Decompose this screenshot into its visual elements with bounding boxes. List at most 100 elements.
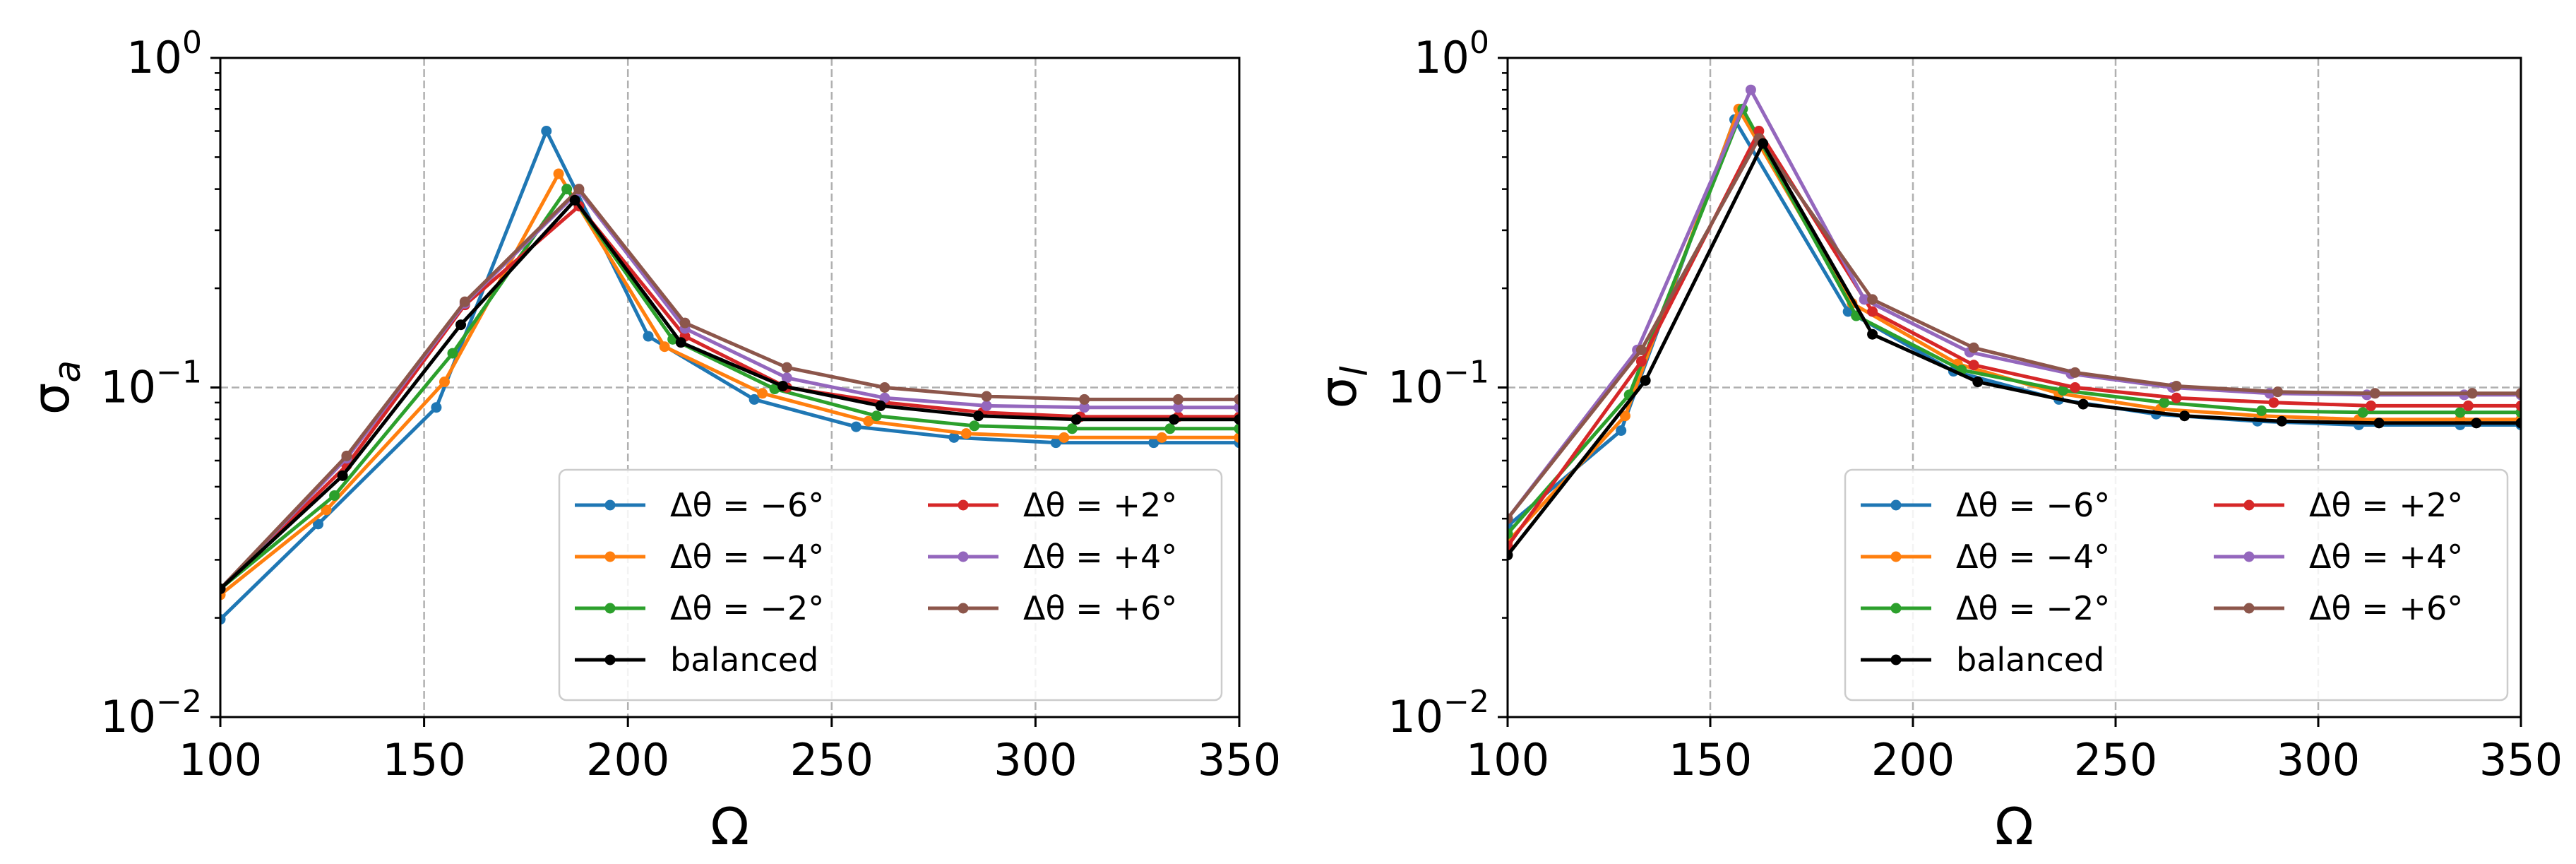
y-tick-label: 10−1 (100, 355, 202, 413)
legend-swatch-marker (1890, 603, 1902, 614)
legend-label: Δθ = −2° (670, 589, 824, 627)
y-axis-label-main: σ (21, 383, 80, 415)
series-group (1508, 84, 2521, 561)
data-point (2373, 418, 2385, 429)
data-point (659, 341, 670, 353)
data-point (431, 402, 442, 413)
legend-label: Δθ = +6° (1023, 589, 1177, 627)
y-axis-label-main: σ (1308, 377, 1368, 409)
data-point (1635, 344, 1647, 355)
data-point (2256, 405, 2267, 416)
data-point (329, 490, 340, 501)
data-point (871, 410, 882, 422)
data-point (2171, 392, 2182, 403)
data-point (1172, 393, 1183, 405)
data-point (1079, 402, 1090, 413)
data-point (1234, 414, 1239, 425)
data-point (2357, 407, 2368, 418)
data-point (2268, 397, 2279, 408)
data-point (439, 377, 450, 388)
data-point (1172, 402, 1183, 413)
data-point (1859, 294, 1870, 305)
data-point (1968, 360, 1979, 371)
x-tick-label: 250 (2074, 734, 2157, 786)
y-tick-base: 10 (100, 362, 156, 413)
x-axis-label: Ω (710, 797, 749, 856)
data-point (769, 384, 780, 395)
data-point (969, 420, 980, 432)
data-point (1635, 356, 1647, 367)
y-tick-base: 10 (126, 32, 182, 83)
data-point (948, 432, 960, 443)
y-tick-exponent: 0 (182, 25, 202, 61)
data-point (1071, 414, 1082, 425)
data-point (2515, 418, 2521, 429)
data-point (2515, 388, 2521, 399)
data-point (1619, 410, 1630, 422)
data-point (337, 470, 348, 481)
data-point (313, 519, 324, 530)
data-point (777, 380, 789, 391)
data-point (981, 391, 992, 402)
x-tick-label: 350 (1198, 734, 1281, 786)
data-point (981, 400, 992, 411)
data-point (1050, 437, 1061, 449)
data-point (1508, 550, 1513, 561)
y-axis-label-sub: a (47, 360, 89, 383)
y-tick-label: 10−1 (1388, 355, 1489, 413)
legend-swatch-marker (2243, 551, 2255, 562)
data-point (1758, 138, 1769, 149)
legend-label: Δθ = +2° (1023, 486, 1177, 524)
y-tick-label: 100 (126, 25, 202, 83)
legend-box (558, 468, 1223, 702)
y-axis-label: σl (1308, 366, 1376, 409)
axes-frame (1506, 57, 2522, 718)
y-tick-label: 10−2 (1388, 684, 1489, 742)
legend-label: Δθ = −4° (1956, 538, 2110, 576)
data-point (1508, 513, 1513, 524)
x-tick-label: 250 (790, 734, 873, 786)
legend-swatch-marker (2243, 499, 2255, 511)
legend-swatch-marker (604, 499, 616, 511)
data-point (455, 319, 467, 331)
legend-box (1844, 468, 2509, 702)
data-point (960, 428, 972, 439)
data-point (2171, 380, 2182, 391)
y-tick-exponent: −2 (1443, 684, 1489, 720)
x-tick-label: 350 (2479, 734, 2563, 786)
legend-swatch-marker (604, 551, 616, 562)
data-point (541, 125, 552, 136)
data-point (2179, 410, 2190, 422)
x-tick-label: 200 (586, 734, 669, 786)
x-tick-label: 300 (994, 734, 1077, 786)
data-point (341, 450, 352, 461)
data-point (321, 504, 332, 516)
data-point (749, 393, 760, 405)
y-axis-label: σa (21, 360, 89, 415)
data-point (1234, 432, 1239, 443)
legend-swatch-marker (958, 603, 969, 614)
legend-label: balanced (1956, 641, 2104, 679)
data-point (1066, 423, 1078, 434)
data-point (1156, 432, 1167, 443)
data-point (2455, 407, 2466, 418)
data-point (1234, 393, 1239, 405)
data-point (1753, 125, 1765, 136)
legend-swatch-marker (958, 499, 969, 511)
data-point (679, 317, 691, 329)
data-point (1745, 84, 1756, 95)
x-tick-label: 150 (1669, 734, 1752, 786)
legend-swatch-marker (604, 603, 616, 614)
legend-swatch-marker (958, 551, 969, 562)
data-point (1234, 402, 1239, 413)
legend-label: Δθ = −6° (1956, 486, 2110, 524)
data-point (781, 362, 792, 373)
x-tick-label: 150 (382, 734, 465, 786)
data-point (1169, 414, 1180, 425)
legend-label: Δθ = −4° (670, 538, 824, 576)
data-point (1148, 437, 1159, 449)
legend-swatch-marker (1890, 654, 1902, 665)
